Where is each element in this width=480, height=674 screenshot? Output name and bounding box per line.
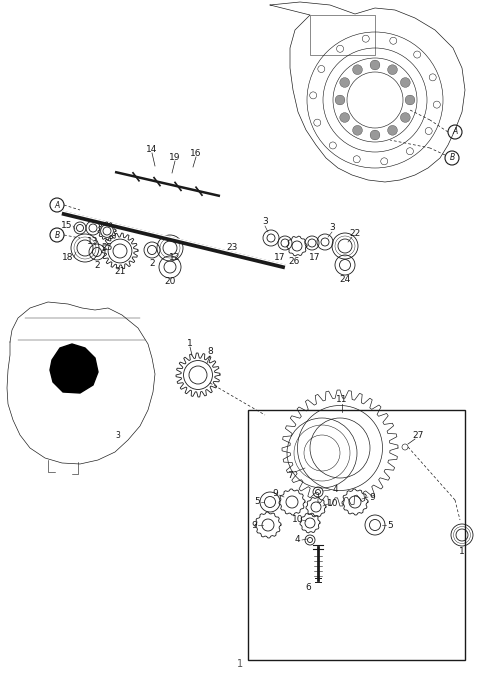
Text: 2: 2	[149, 259, 155, 268]
Text: 21: 21	[114, 268, 126, 276]
Text: B: B	[54, 231, 60, 239]
Text: 9: 9	[369, 493, 375, 501]
Text: 12: 12	[169, 253, 180, 262]
Text: 25: 25	[101, 243, 113, 251]
Circle shape	[405, 95, 415, 105]
Text: 13: 13	[87, 237, 99, 247]
Text: 19: 19	[169, 152, 181, 162]
Text: 11: 11	[336, 396, 348, 404]
Text: 24: 24	[339, 274, 350, 284]
Text: 6: 6	[305, 584, 311, 592]
Text: A: A	[452, 127, 457, 137]
Text: 2: 2	[94, 260, 100, 270]
Text: 1: 1	[187, 338, 193, 348]
Text: 9: 9	[251, 520, 257, 530]
Text: 9: 9	[272, 489, 278, 499]
Text: 3: 3	[329, 224, 335, 233]
Text: 7: 7	[287, 470, 293, 479]
Circle shape	[340, 113, 349, 123]
Text: 5: 5	[254, 497, 260, 506]
Circle shape	[400, 113, 410, 123]
Text: 26: 26	[288, 257, 300, 266]
Text: 3: 3	[116, 431, 120, 439]
Text: 20: 20	[164, 276, 176, 286]
Text: B: B	[449, 154, 455, 162]
Text: 17: 17	[309, 253, 321, 262]
Text: 14: 14	[146, 144, 158, 154]
Text: 16: 16	[190, 148, 202, 158]
Text: A: A	[54, 200, 60, 210]
Text: 15: 15	[61, 222, 73, 231]
Circle shape	[353, 125, 362, 135]
Text: 1: 1	[459, 547, 465, 557]
Circle shape	[387, 125, 397, 135]
Text: 8: 8	[207, 348, 213, 357]
Text: 23: 23	[226, 243, 238, 253]
Circle shape	[400, 78, 410, 88]
Circle shape	[353, 65, 362, 75]
Text: 4: 4	[294, 536, 300, 545]
Circle shape	[370, 130, 380, 140]
Circle shape	[335, 95, 345, 105]
Text: 1: 1	[237, 659, 243, 669]
Bar	[248, 410, 465, 660]
Text: 17: 17	[274, 253, 286, 262]
Text: 22: 22	[349, 228, 360, 237]
Text: 5: 5	[387, 520, 393, 530]
Polygon shape	[50, 344, 98, 393]
Text: 3: 3	[262, 218, 268, 226]
Circle shape	[370, 60, 380, 70]
Text: 10: 10	[292, 516, 304, 524]
Circle shape	[387, 65, 397, 75]
Text: 10: 10	[327, 499, 339, 508]
Circle shape	[340, 78, 349, 88]
Text: 27: 27	[412, 431, 424, 439]
Text: 18: 18	[62, 253, 74, 262]
Text: 4: 4	[332, 485, 338, 495]
